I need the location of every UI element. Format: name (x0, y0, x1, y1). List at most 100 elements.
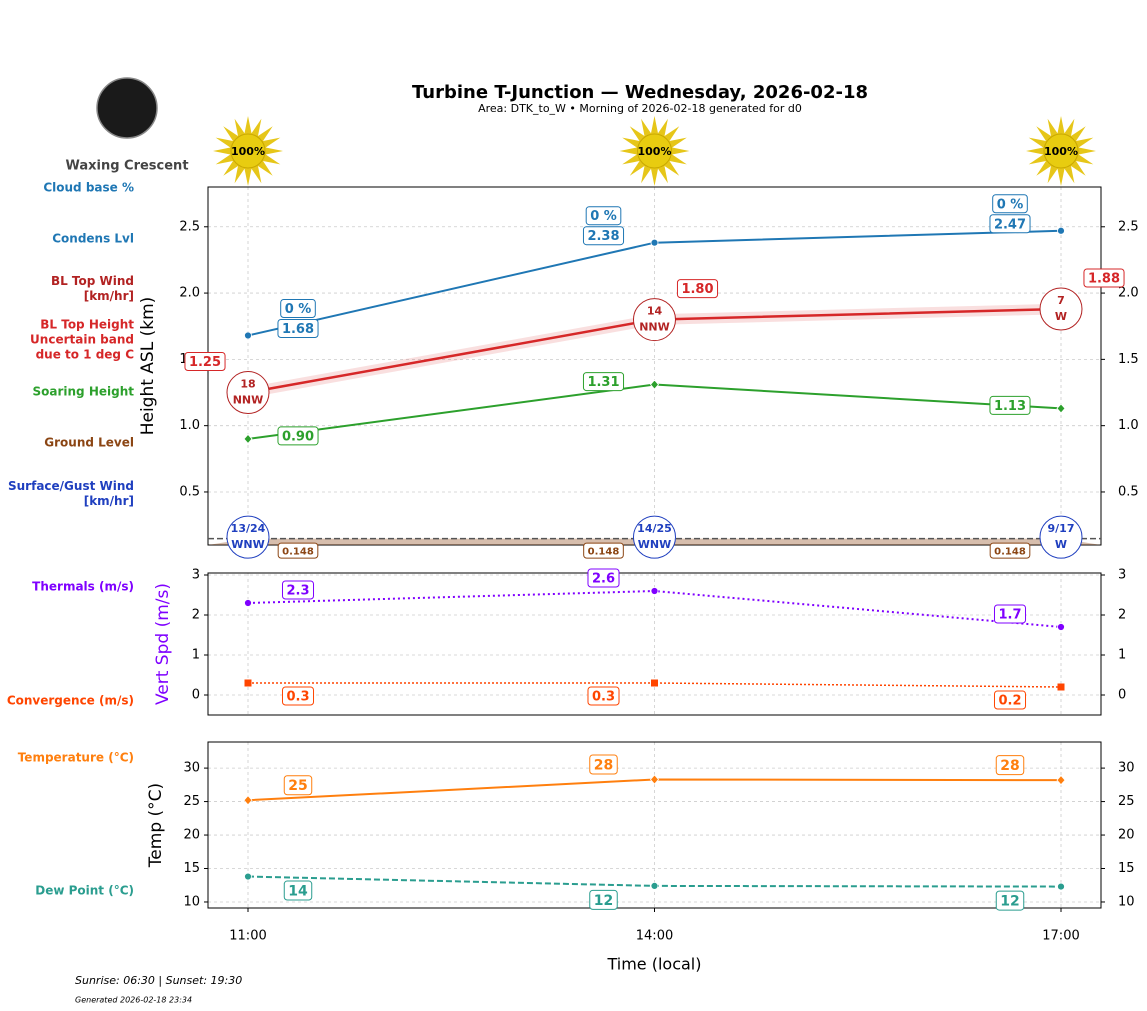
x-tick-label: 17:00 (1042, 929, 1079, 944)
sun-label: 100% (638, 145, 672, 158)
value-label-box (995, 755, 1025, 776)
value-label: 2.38 (582, 226, 625, 246)
sun-icon (637, 133, 672, 169)
value-label-text: 0 % (285, 302, 312, 317)
y2-tick-label: 15 (1118, 861, 1135, 876)
y-tick-label: 30 (183, 761, 200, 776)
y2-tick-label: 1.0 (1118, 418, 1139, 433)
y2-tick-label: 10 (1118, 894, 1135, 909)
value-label-text: 1.31 (587, 375, 619, 390)
sun-icon (1043, 133, 1079, 169)
value-label: 2.47 (989, 214, 1031, 234)
y2-tick-label: 0.5 (1118, 484, 1139, 499)
value-label-text: 1.88 (1088, 271, 1120, 286)
series-label: Dew Point (°C) (35, 883, 134, 898)
value-label-box (281, 686, 315, 706)
wind-speed: 14 (647, 305, 663, 318)
value-label: 0.148 (277, 542, 319, 559)
y2-tick-label: 2.5 (1118, 219, 1139, 234)
value-label-text: 1.80 (681, 282, 713, 297)
y-tick-label: 3 (192, 568, 200, 583)
series-label: BL Top Height Uncertain band due to 1 de… (30, 317, 134, 362)
point (650, 587, 659, 595)
wind-speed: 13/24 (231, 522, 266, 535)
value-label-text: 0.148 (994, 547, 1026, 558)
y-tick-label: 0 (192, 688, 200, 703)
value-label-box (993, 604, 1027, 624)
value-label: 0.148 (583, 542, 624, 559)
series-label: Ground Level (44, 435, 134, 450)
value-label: 2.6 (587, 568, 620, 588)
value-label-box (993, 690, 1027, 710)
value-label-text: 0.3 (286, 690, 309, 705)
y2-tick-label: 0 (1118, 688, 1126, 703)
point (243, 795, 253, 806)
wind-circle (1039, 515, 1083, 559)
value-label-box (582, 226, 625, 246)
series-label: Cloud base % (43, 180, 134, 195)
moon-icon (96, 77, 158, 139)
y2-tick-label: 2.0 (1118, 286, 1139, 301)
point (244, 599, 252, 607)
point (244, 331, 252, 340)
value-label: 1.80 (676, 279, 719, 299)
value-label-box (283, 880, 313, 901)
y-tick-label: 1.0 (179, 418, 200, 433)
point (244, 679, 252, 687)
value-label: 1.25 (184, 352, 226, 372)
value-label-box (589, 754, 618, 775)
chart-subtitle: Area: DTK_to_W • Morning of 2026-02-18 g… (478, 102, 802, 115)
value-label-text: 12 (1000, 894, 1019, 910)
y-tick-label: 0.5 (179, 484, 200, 499)
value-label: 1.13 (989, 395, 1031, 415)
y2-tick-label: 2 (1118, 608, 1126, 623)
y-tick-label: 15 (183, 861, 200, 876)
series-label: BL Top Wind [km/hr] (50, 274, 134, 303)
value-label-box (589, 889, 618, 910)
y-tick-label: 10 (183, 894, 200, 909)
y-axis-label: Vert Spd (m/s) (153, 583, 173, 705)
value-label-box (989, 214, 1031, 234)
series-label: Temperature (°C) (17, 750, 134, 765)
point (649, 379, 660, 390)
value-label-text: 28 (594, 757, 613, 773)
value-label: 28 (995, 755, 1025, 776)
value-label-box (582, 372, 625, 392)
value-label-text: 0.90 (282, 429, 314, 444)
series-label: Surface/Gust Wind [km/hr] (8, 479, 134, 508)
y2-tick-label: 20 (1118, 828, 1135, 843)
wind-direction: NNW (639, 321, 670, 334)
y2-tick-label: 25 (1118, 794, 1135, 809)
value-label: 25 (283, 775, 313, 796)
value-label-box (583, 542, 624, 559)
x-tick-label: 11:00 (229, 929, 266, 944)
value-label-box (676, 279, 719, 299)
wind-circle (226, 371, 270, 415)
value-label: 0 % (585, 206, 622, 226)
value-label-text: 0 % (997, 197, 1024, 212)
series-label: Thermals (m/s) (32, 579, 134, 594)
value-label-text: 0.148 (588, 547, 620, 558)
plot-frame (207, 572, 1102, 716)
value-label-text: 1.13 (994, 399, 1026, 414)
point (650, 882, 659, 890)
series-label: Convergence (m/s) (6, 693, 134, 708)
point (649, 774, 660, 785)
wind-speed: 18 (240, 378, 255, 391)
value-label-text: 1.68 (282, 322, 314, 337)
value-label-text: 25 (288, 778, 307, 794)
value-label-box (184, 352, 226, 372)
moon-phase: Waxing Crescent (65, 159, 188, 174)
point (1057, 226, 1065, 235)
wind-direction: NNW (233, 394, 264, 407)
point (1057, 683, 1065, 691)
sun-icon (230, 133, 266, 169)
point (1056, 775, 1066, 786)
value-label-box (587, 686, 620, 706)
wind-circle (226, 515, 270, 559)
value-label: 1.31 (582, 372, 625, 392)
series-label: Condens Lvl (52, 231, 134, 246)
wind-circle (633, 298, 676, 342)
